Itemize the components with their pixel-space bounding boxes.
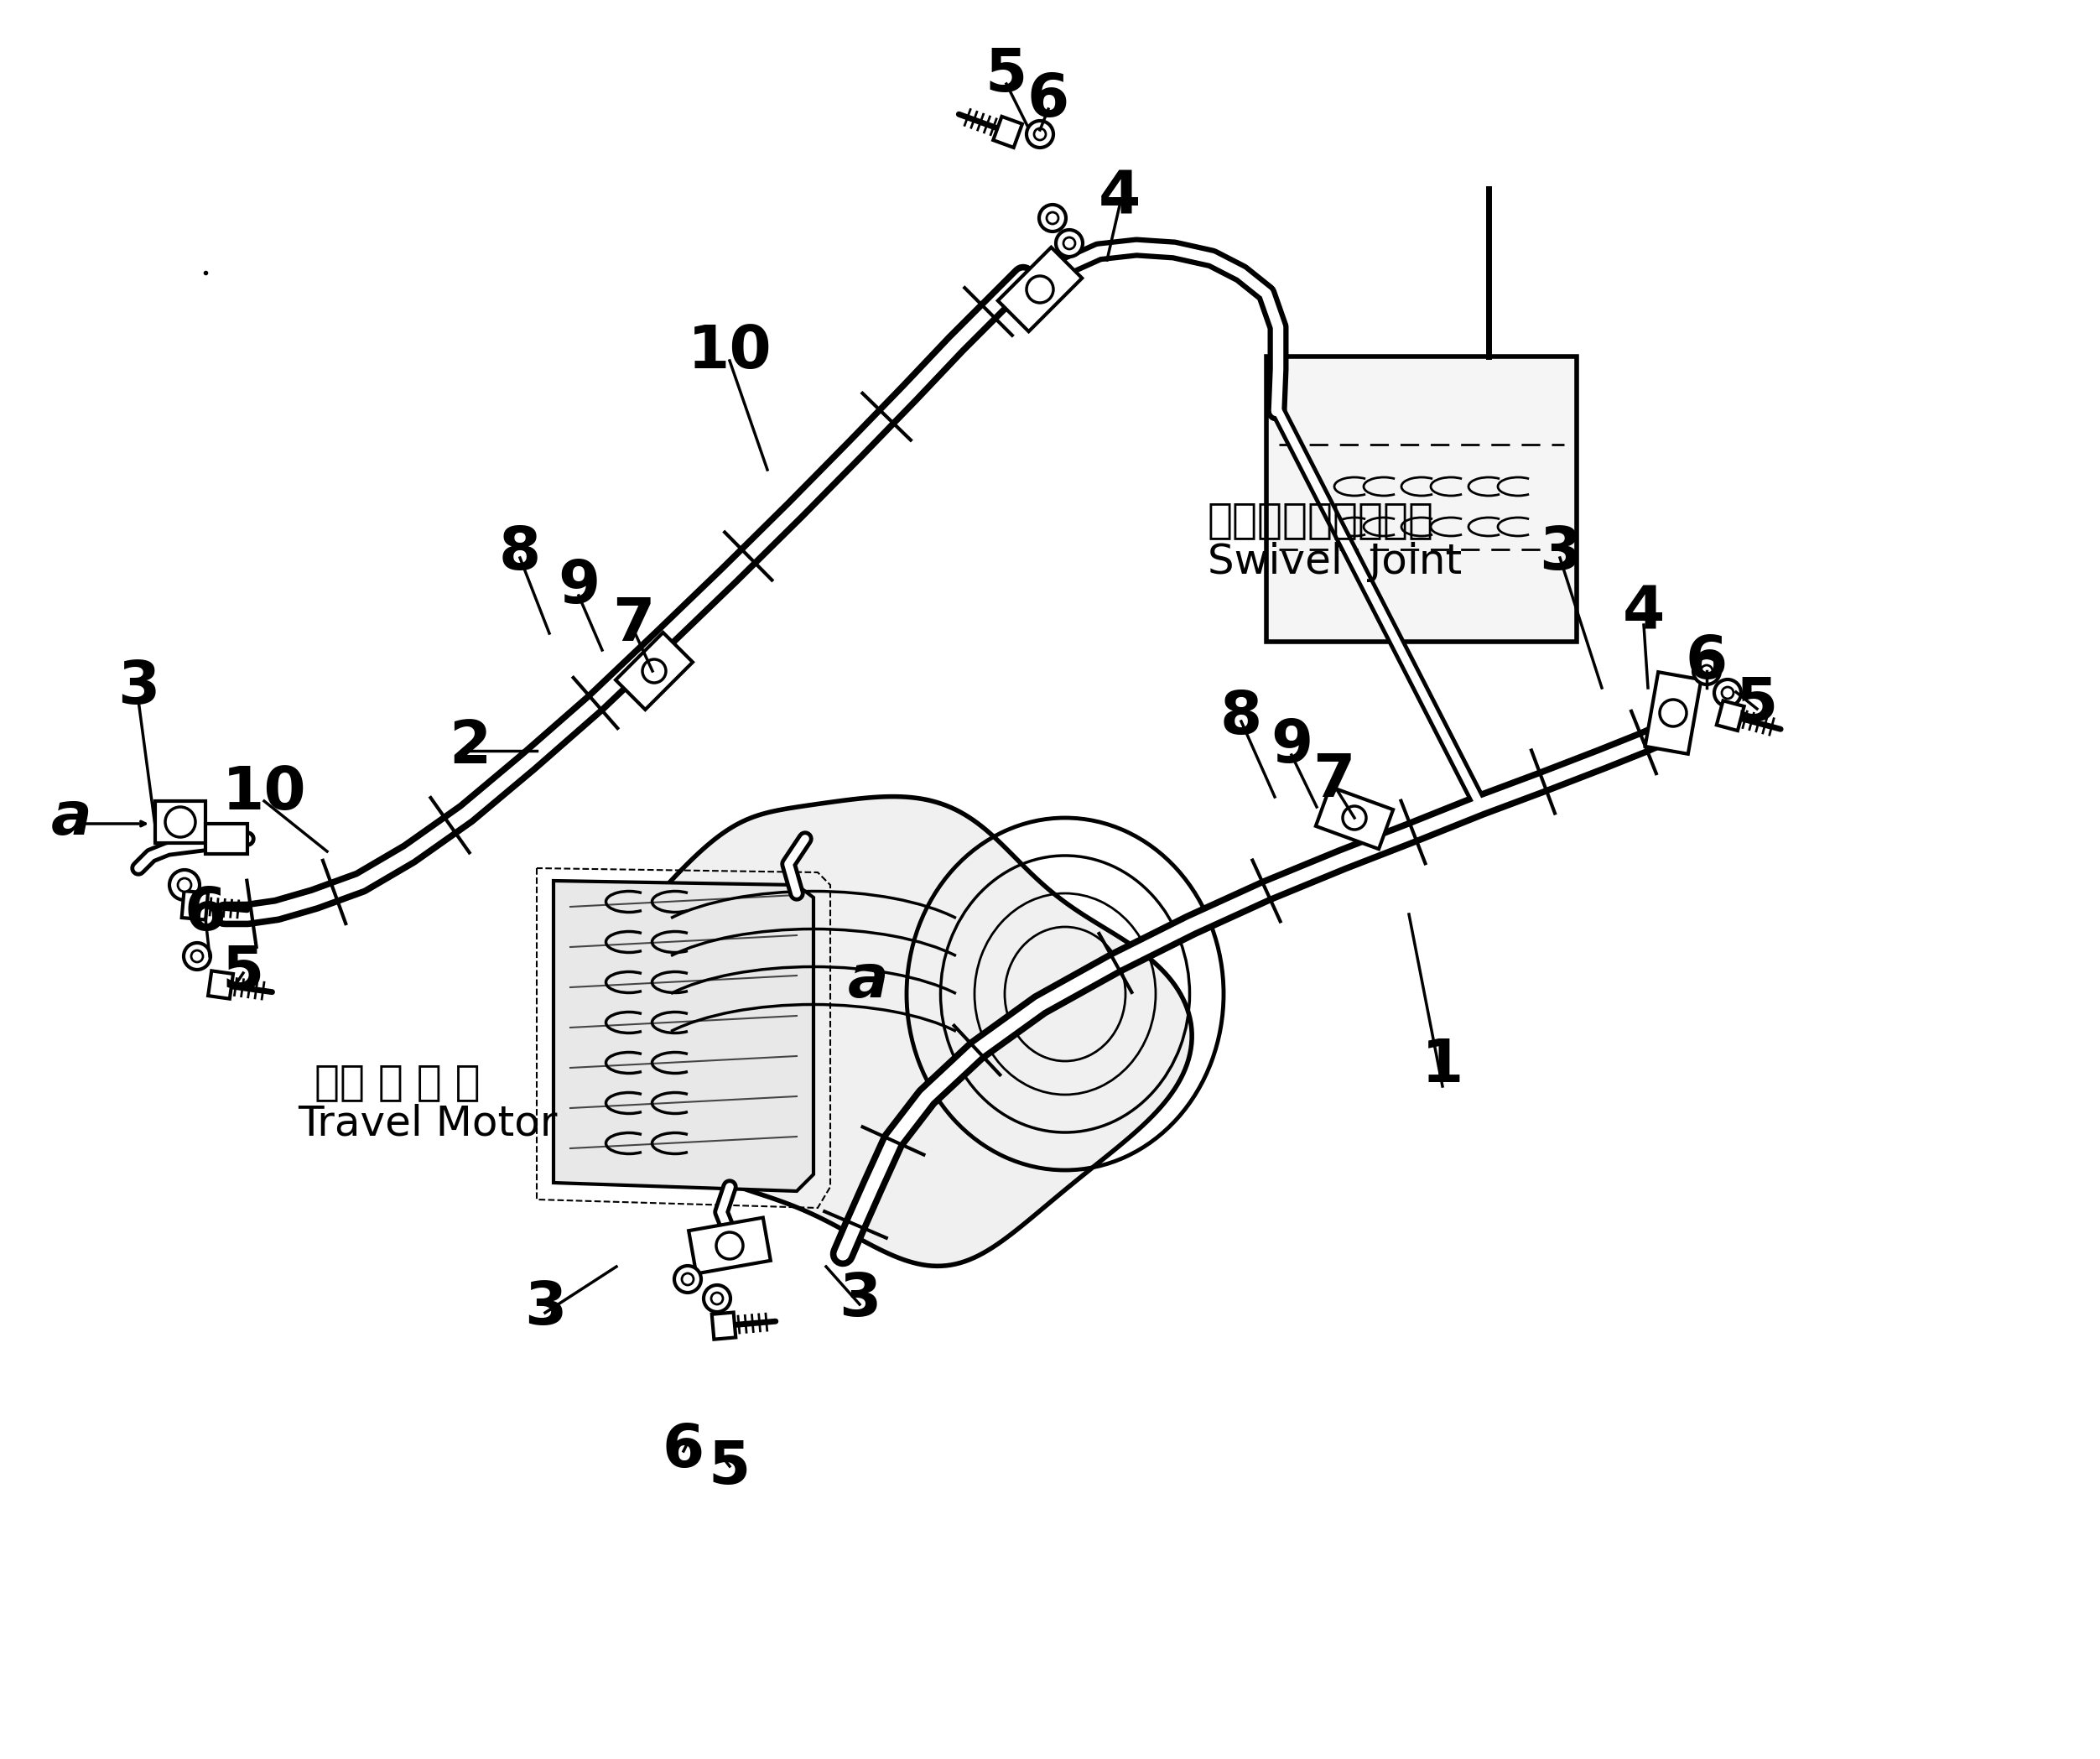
Polygon shape (183, 892, 208, 920)
Circle shape (1027, 121, 1054, 148)
Polygon shape (615, 633, 693, 709)
Text: 7: 7 (1312, 751, 1354, 809)
Circle shape (1033, 128, 1046, 141)
Text: 5: 5 (985, 46, 1027, 104)
Text: 2: 2 (449, 718, 491, 776)
Text: 3: 3 (118, 660, 160, 716)
Circle shape (1722, 688, 1732, 698)
Text: スイベルジョイント: スイベルジョイント (1208, 500, 1434, 540)
Circle shape (1693, 658, 1720, 684)
Text: Swivel  Joint: Swivel Joint (1208, 542, 1462, 582)
Text: 5: 5 (223, 945, 265, 1003)
Circle shape (1342, 806, 1367, 830)
Polygon shape (569, 797, 1193, 1266)
Circle shape (1027, 276, 1054, 303)
Circle shape (170, 871, 200, 901)
Circle shape (704, 1286, 731, 1312)
Text: 6: 6 (1027, 72, 1069, 130)
Text: 走行 モ ー タ: 走行 モ ー タ (315, 1062, 481, 1103)
Circle shape (674, 1266, 701, 1293)
Circle shape (1659, 700, 1686, 726)
Polygon shape (206, 823, 248, 853)
Circle shape (682, 1274, 693, 1286)
Text: 3: 3 (838, 1272, 880, 1330)
Polygon shape (1644, 672, 1701, 755)
Circle shape (1040, 204, 1067, 232)
Text: 8: 8 (500, 524, 542, 582)
Text: 6: 6 (185, 885, 227, 943)
Polygon shape (997, 248, 1082, 331)
Text: a: a (848, 952, 888, 1010)
Circle shape (716, 1233, 743, 1259)
Text: 10: 10 (223, 763, 307, 821)
Text: 10: 10 (687, 324, 773, 382)
Polygon shape (208, 971, 233, 999)
Circle shape (1063, 237, 1075, 250)
Circle shape (191, 950, 204, 962)
Circle shape (1056, 230, 1084, 257)
FancyBboxPatch shape (1266, 357, 1577, 642)
Text: 4: 4 (1623, 584, 1665, 642)
Text: a: a (50, 788, 92, 846)
Circle shape (712, 1293, 722, 1305)
Polygon shape (155, 800, 206, 843)
Text: 7: 7 (611, 596, 655, 654)
Circle shape (1046, 213, 1058, 223)
Circle shape (166, 807, 195, 837)
Polygon shape (1317, 786, 1392, 850)
Text: 9: 9 (1270, 718, 1312, 776)
Text: 5: 5 (708, 1439, 750, 1497)
Polygon shape (554, 881, 813, 1191)
Circle shape (1714, 679, 1741, 707)
Text: 3: 3 (525, 1279, 567, 1337)
Text: 4: 4 (1098, 169, 1140, 227)
Circle shape (1701, 665, 1712, 677)
Text: 6: 6 (662, 1423, 706, 1479)
Circle shape (183, 943, 210, 969)
Polygon shape (689, 1217, 771, 1274)
Text: 6: 6 (1686, 633, 1728, 691)
Text: 1: 1 (1422, 1036, 1464, 1094)
Polygon shape (993, 116, 1023, 148)
Text: Travel Motor: Travel Motor (298, 1105, 556, 1143)
Circle shape (178, 878, 191, 892)
Text: 9: 9 (559, 558, 601, 616)
Text: 8: 8 (1220, 688, 1262, 746)
Text: 5: 5 (1737, 675, 1779, 734)
Circle shape (643, 660, 666, 682)
Polygon shape (1716, 700, 1745, 730)
Text: 3: 3 (1539, 524, 1581, 582)
Polygon shape (712, 1312, 735, 1339)
